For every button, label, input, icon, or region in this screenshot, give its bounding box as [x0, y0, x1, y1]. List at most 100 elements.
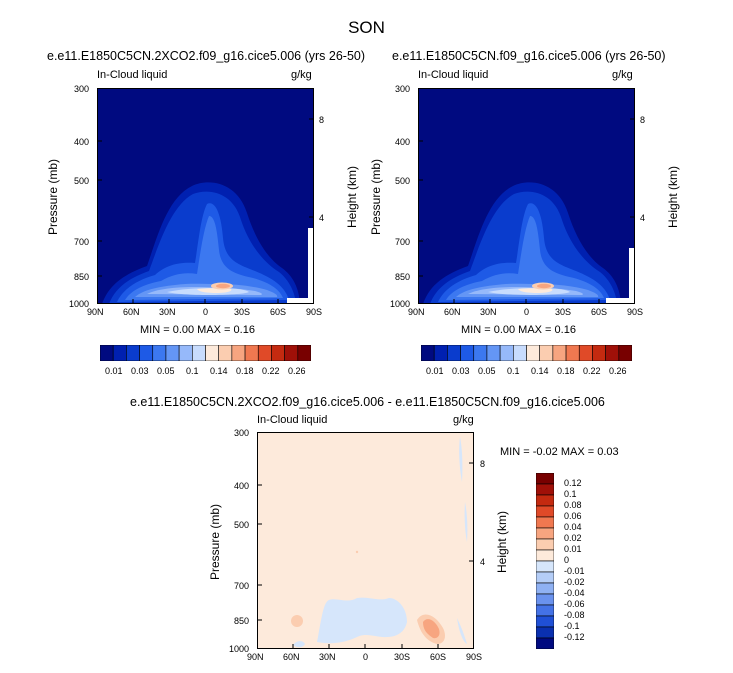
panel-1-colorbar-label: 0.05 — [157, 366, 175, 376]
colorbar-swatch — [536, 560, 554, 573]
panel-3-y2label: Height (km) — [495, 511, 509, 574]
panel-3-ytick-1000: 1000 — [229, 644, 250, 654]
colorbar-swatch — [152, 345, 167, 361]
panel-3-xtick: 90N — [247, 652, 264, 662]
colorbar-swatch — [565, 345, 580, 361]
panel-2-title: e.e11.E1850C5CN.f09_g16.cice5.006 (yrs 2… — [392, 49, 666, 63]
panel-2-colorbar-label: 0.14 — [531, 366, 549, 376]
panel-2-xtick: 0 — [524, 307, 530, 317]
colorbar-swatch — [218, 345, 233, 361]
colorbar-swatch — [536, 538, 554, 551]
panel-3-xtick: 30N — [319, 652, 336, 662]
panel-1-xtick: 60N — [123, 307, 140, 317]
panel-3-xtick: 30S — [394, 652, 411, 662]
panel-3-y2tick-8: 8 — [480, 459, 486, 469]
panel-3-xtick: 60N — [283, 652, 300, 662]
colorbar-swatch — [284, 345, 299, 361]
panel-1-colorbar-label: 0.1 — [186, 366, 199, 376]
panel-3-colorbar-label: 0.12 — [564, 478, 582, 488]
panel-3-colorbar-label: -0.02 — [564, 577, 585, 587]
panel-2-ytick-850: 850 — [395, 272, 411, 282]
colorbar-swatch — [231, 345, 246, 361]
panel-2-colorbar-label: 0.05 — [478, 366, 496, 376]
panel-2-colorbar-label: 0.01 — [426, 366, 444, 376]
colorbar-swatch — [536, 516, 554, 529]
colorbar-swatch — [605, 345, 620, 361]
panel-3-var-label: In-Cloud liquid — [257, 414, 328, 426]
panel-2-field — [418, 88, 635, 304]
colorbar-swatch — [618, 345, 632, 361]
panel-1-title: e.e11.E1850C5CN.2XCO2.f09_g16.cice5.006 … — [47, 49, 366, 63]
panel-1-colorbar-label: 0.14 — [210, 366, 228, 376]
panel-1-xtick: 30N — [159, 307, 176, 317]
colorbar-swatch — [205, 345, 219, 361]
panel-1-y2label: Height (km) — [345, 166, 359, 229]
colorbar-swatch — [536, 637, 554, 649]
panel-3-ylabel: Pressure (mb) — [208, 504, 222, 581]
colorbar-swatch — [100, 345, 114, 361]
colorbar-swatch — [473, 345, 488, 361]
panel-2-y2label: Height (km) — [666, 166, 680, 229]
panel-2-var-label: In-Cloud liquid — [418, 69, 489, 81]
panel-1-ylabel: Pressure (mb) — [46, 159, 60, 236]
panel-3-field — [257, 432, 474, 649]
panel-1-var-label: In-Cloud liquid — [97, 69, 168, 81]
panel-1-ytick-1000: 1000 — [69, 299, 90, 309]
colorbar-swatch — [536, 527, 554, 540]
page-title: SON — [348, 18, 385, 37]
panel-2-y2tick-4: 4 — [640, 213, 646, 223]
panel-1-xtick: 30S — [234, 307, 251, 317]
panel-3-colorbar-label: -0.04 — [564, 588, 585, 598]
panel-2-ytick-700: 700 — [395, 237, 411, 247]
panel-3-colorbar-label: -0.06 — [564, 599, 585, 609]
panel-1-y2tick-8: 8 — [319, 115, 325, 125]
panel-2-xtick: 90S — [627, 307, 644, 317]
panel-3-xtick: 90S — [466, 652, 483, 662]
panel-2-colorbar-label: 0.1 — [507, 366, 520, 376]
colorbar-swatch — [536, 593, 554, 606]
colorbar-swatch — [421, 345, 435, 361]
panel-3-colorbar-label: -0.12 — [564, 632, 585, 642]
colorbar-swatch — [460, 345, 475, 361]
colorbar-swatch — [165, 345, 180, 361]
panel-2-minmax: MIN = 0.00 MAX = 0.16 — [461, 324, 576, 336]
panel-2-colorbar-label: 0.22 — [583, 366, 601, 376]
colorbar-swatch — [244, 345, 259, 361]
panel-1-y2tick-4: 4 — [319, 213, 325, 223]
panel-1-xtick: 90S — [306, 307, 323, 317]
colorbar-swatch — [536, 615, 554, 628]
panel-3-colorbar-label: 0.04 — [564, 522, 582, 532]
colorbar-swatch — [536, 549, 554, 562]
colorbar-swatch — [536, 494, 554, 507]
panel-3-colorbar-label: 0.06 — [564, 511, 582, 521]
panel-3-ytick-700: 700 — [234, 581, 250, 591]
panel-2-ytick-300: 300 — [395, 84, 411, 94]
panel-3-ytick-300: 300 — [234, 428, 250, 438]
panel-1-minmax: MIN = 0.00 MAX = 0.16 — [140, 324, 255, 336]
panel-3-colorbar-label: 0.02 — [564, 533, 582, 543]
colorbar-swatch — [539, 345, 554, 361]
panel-3-colorbar-label: 0.01 — [564, 544, 582, 554]
panel-3-colorbar — [536, 473, 554, 649]
panel-1-colorbar-swatches — [100, 345, 311, 361]
panel-3-ytick-400: 400 — [234, 481, 250, 491]
colorbar-swatch — [112, 345, 127, 361]
panel-2-plot — [418, 88, 635, 304]
panel-3-units: g/kg — [453, 414, 474, 426]
panel-1-plot — [97, 88, 314, 304]
panel-3-colorbar-label: 0 — [564, 555, 570, 565]
colorbar-swatch — [139, 345, 154, 361]
colorbar-swatch — [271, 345, 285, 361]
colorbar-swatch — [536, 582, 554, 595]
colorbar-swatch — [526, 345, 540, 361]
panel-2-xtick: 60N — [444, 307, 461, 317]
colorbar-swatch — [257, 345, 272, 361]
panel-1-xtick: 60S — [270, 307, 287, 317]
panel-1-field — [97, 88, 314, 304]
colorbar-swatch — [536, 473, 554, 485]
colorbar-swatch — [192, 345, 206, 361]
colorbar-swatch — [536, 505, 554, 518]
colorbar-swatch — [578, 345, 593, 361]
panel-3-colorbar-label: 0.08 — [564, 500, 582, 510]
panel-2-colorbar-swatches — [421, 345, 632, 361]
